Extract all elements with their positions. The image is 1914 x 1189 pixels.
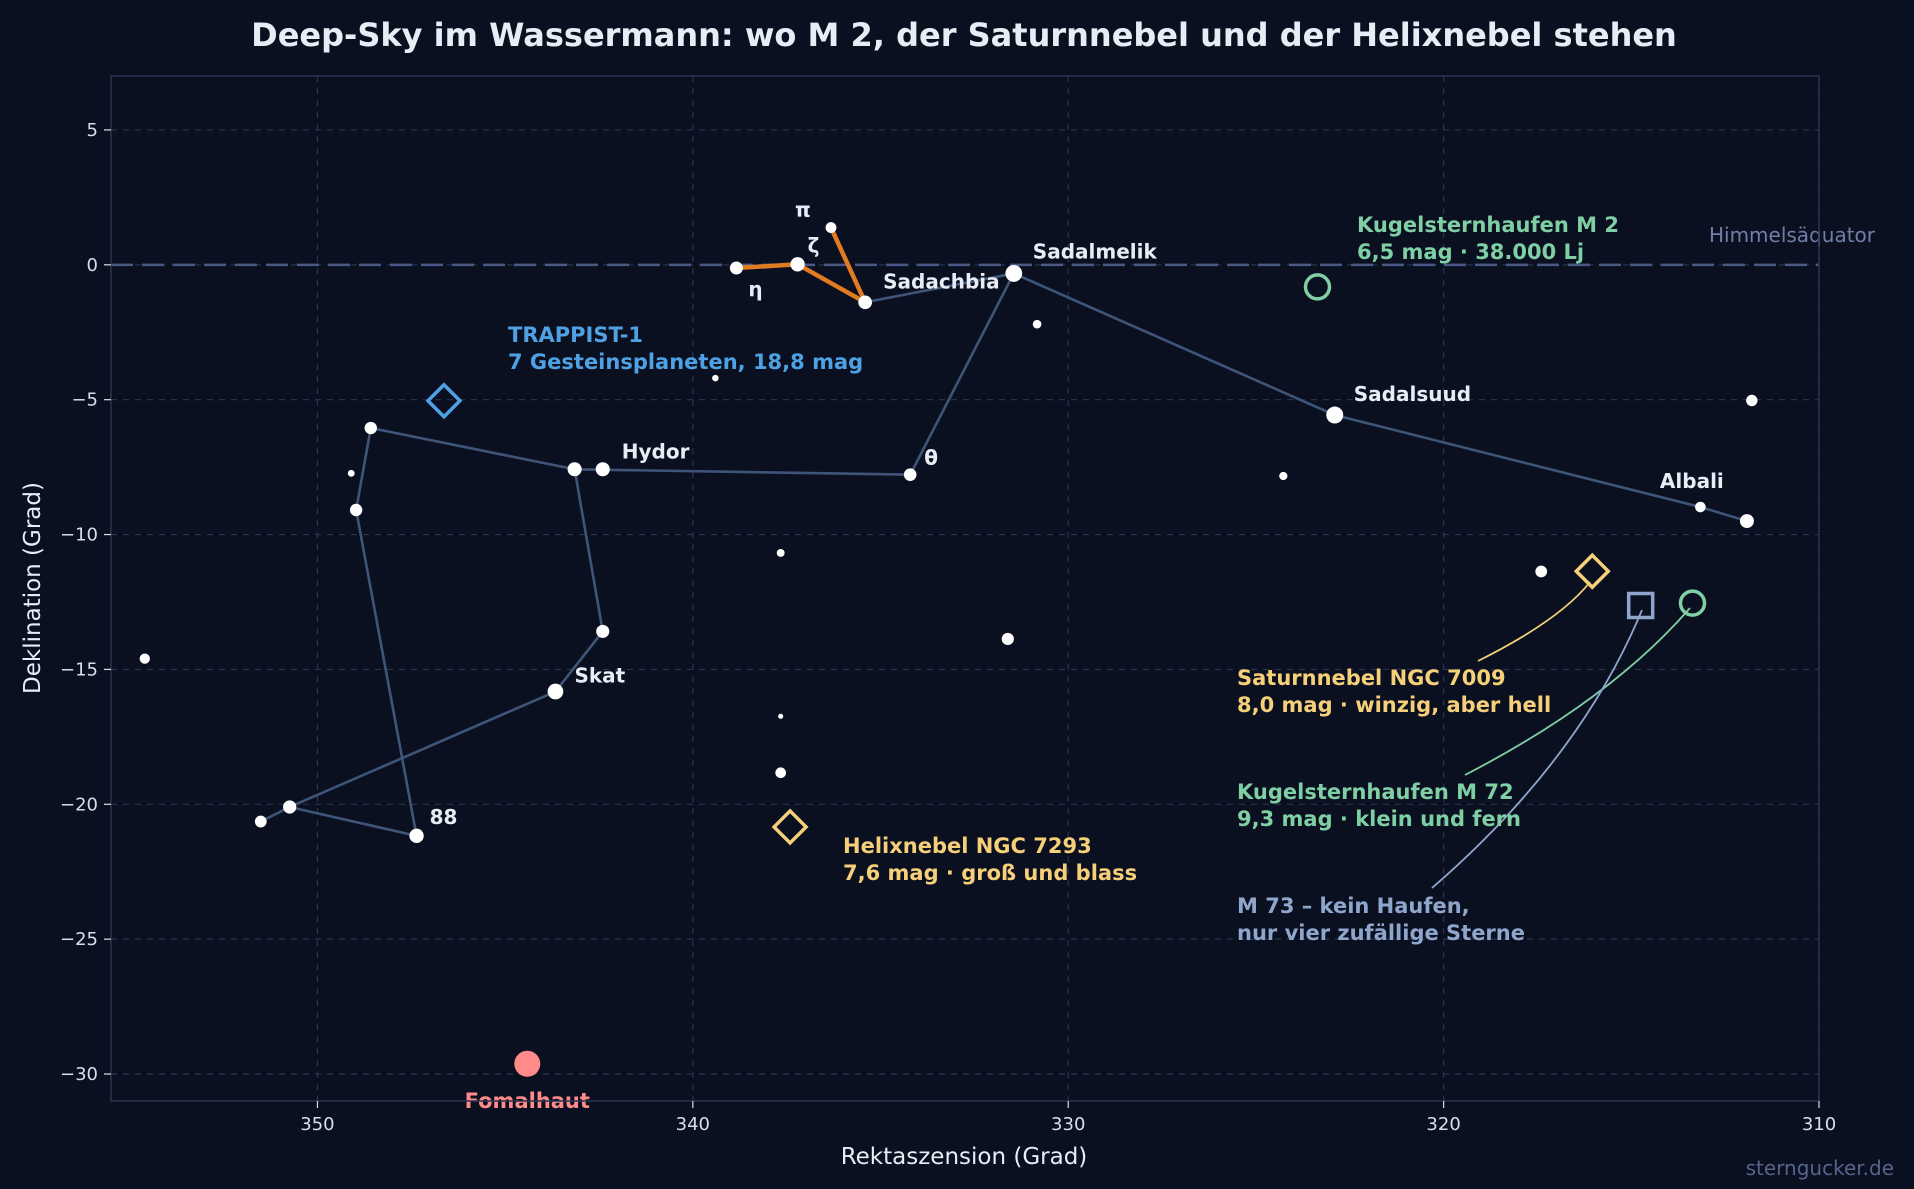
star-mu xyxy=(1695,501,1706,513)
star-label-skat: Skat xyxy=(574,664,625,688)
dso-name-ngc7009: Saturnnebel NGC 7009 xyxy=(1237,666,1506,690)
star-label-hydor: Hydor xyxy=(622,439,690,463)
star-label-sadalsuud: Sadalsuud xyxy=(1354,382,1471,406)
star-label-pi: π xyxy=(795,198,811,222)
star-label-theta: θ xyxy=(924,446,938,470)
dso-name-trappist1: TRAPPIST-1 xyxy=(508,323,643,347)
y-tick-label: −5 xyxy=(71,390,98,411)
x-axis-label: Rektaszension (Grad) xyxy=(841,1144,1088,1170)
star-hydor xyxy=(595,462,610,477)
star-s107 xyxy=(139,653,150,664)
star-phi xyxy=(364,421,377,435)
dso-info-m72: 9,3 mag · klein und fern xyxy=(1237,807,1521,831)
star-sadalsuud xyxy=(1326,406,1344,424)
star-psi1 xyxy=(349,503,363,517)
ticks-layer: 350 340 330 320 310 5 0 −5 −10 −15 −20 −25 −30 xyxy=(60,120,1836,1135)
star-s53 xyxy=(778,713,784,719)
stars-layer xyxy=(139,222,1758,844)
marker-trappist1 xyxy=(425,382,463,420)
star-sadalmelik xyxy=(1005,265,1023,282)
star-s88 xyxy=(409,828,424,844)
star-label-zeta: ζ xyxy=(808,233,820,257)
y-tick-label: 5 xyxy=(87,120,98,141)
dso-info-ngc7293: 7,6 mag · groß und blass xyxy=(843,861,1137,885)
star-albali xyxy=(1739,514,1754,529)
y-tick-label: −30 xyxy=(60,1064,98,1085)
dso-info-m73: nur vier zufällige Sterne xyxy=(1237,921,1525,945)
leader-lines-layer xyxy=(1431,581,1691,889)
star-label-sadalmelik: Sadalmelik xyxy=(1033,239,1158,263)
star-s64 xyxy=(776,548,785,557)
leader-m73 xyxy=(1431,609,1643,889)
dso-info-ngc7009: 8,0 mag · winzig, aber hell xyxy=(1237,693,1551,717)
x-tick-label: 310 xyxy=(1802,1114,1836,1135)
marker-ngc7293 xyxy=(771,808,809,846)
chart-title: Deep-Sky im Wassermann: wo M 2, der Satu… xyxy=(251,16,1677,54)
star-label-eta: η xyxy=(748,277,762,301)
star-iota xyxy=(1001,632,1014,646)
x-tick-label: 320 xyxy=(1426,1114,1460,1135)
star-sadachbia xyxy=(858,295,873,310)
plot-frame xyxy=(110,75,1820,1102)
star-eta xyxy=(729,261,743,275)
star-zeta xyxy=(790,257,805,272)
constellation-line xyxy=(289,469,605,809)
y-tick-label: 0 xyxy=(87,255,98,276)
star-s52 xyxy=(712,374,719,382)
marker-ngc7009 xyxy=(1573,552,1611,590)
star-s91 xyxy=(347,469,355,477)
x-tick-label: 330 xyxy=(1051,1114,1085,1135)
star-s6 xyxy=(1279,471,1288,481)
star-skat xyxy=(547,683,564,700)
y-tick-label: −20 xyxy=(60,794,98,815)
deep-sky-layer xyxy=(425,273,1707,1077)
star-nu xyxy=(1746,394,1758,407)
water-jar-asterism xyxy=(734,225,868,305)
y-axis-label: Deklination (Grad) xyxy=(20,482,46,694)
dso-name-m2: Kugelsternhaufen M 2 xyxy=(1357,213,1619,237)
constellation-line xyxy=(260,272,1015,838)
leader-m72 xyxy=(1464,607,1691,776)
star-s3 xyxy=(1535,565,1548,578)
star-s98 xyxy=(283,800,297,814)
star-label-s88: 88 xyxy=(430,805,458,829)
leader-ngc7009 xyxy=(1477,581,1591,662)
star-theta xyxy=(903,468,917,481)
fomalhaut-marker xyxy=(514,1050,541,1077)
star-s99 xyxy=(254,815,267,828)
x-tick-label: 340 xyxy=(676,1114,710,1135)
dso-name-m73: M 73 – kein Haufen, xyxy=(1237,894,1470,918)
star-s66 xyxy=(775,767,787,779)
star-tau xyxy=(596,624,610,638)
watermark: sterngucker.de xyxy=(1746,1156,1894,1180)
star-label-albali: Albali xyxy=(1660,469,1724,493)
dso-info-trappist1: 7 Gesteinsplaneten, 18,8 mag xyxy=(508,350,863,374)
marker-m73 xyxy=(1626,591,1655,620)
equator-layer: Himmelsäquator xyxy=(111,223,1876,267)
y-tick-label: −25 xyxy=(60,929,98,950)
star-s32 xyxy=(1032,319,1042,329)
x-tick-label: 350 xyxy=(300,1114,334,1135)
star-pi xyxy=(825,222,837,234)
star-lambda xyxy=(567,462,582,477)
marker-m72 xyxy=(1678,589,1707,617)
y-tick-label: −10 xyxy=(60,525,98,546)
y-tick-label: −15 xyxy=(60,659,98,680)
dso-info-m2: 6,5 mag · 38.000 Lj xyxy=(1357,240,1584,264)
star-label-sadachbia: Sadachbia xyxy=(883,269,999,293)
dso-name-m72: Kugelsternhaufen M 72 xyxy=(1237,780,1514,804)
marker-m2 xyxy=(1303,273,1332,301)
celestial-equator-label: Himmelsäquator xyxy=(1709,223,1876,247)
dso-name-ngc7293: Helixnebel NGC 7293 xyxy=(843,834,1092,858)
